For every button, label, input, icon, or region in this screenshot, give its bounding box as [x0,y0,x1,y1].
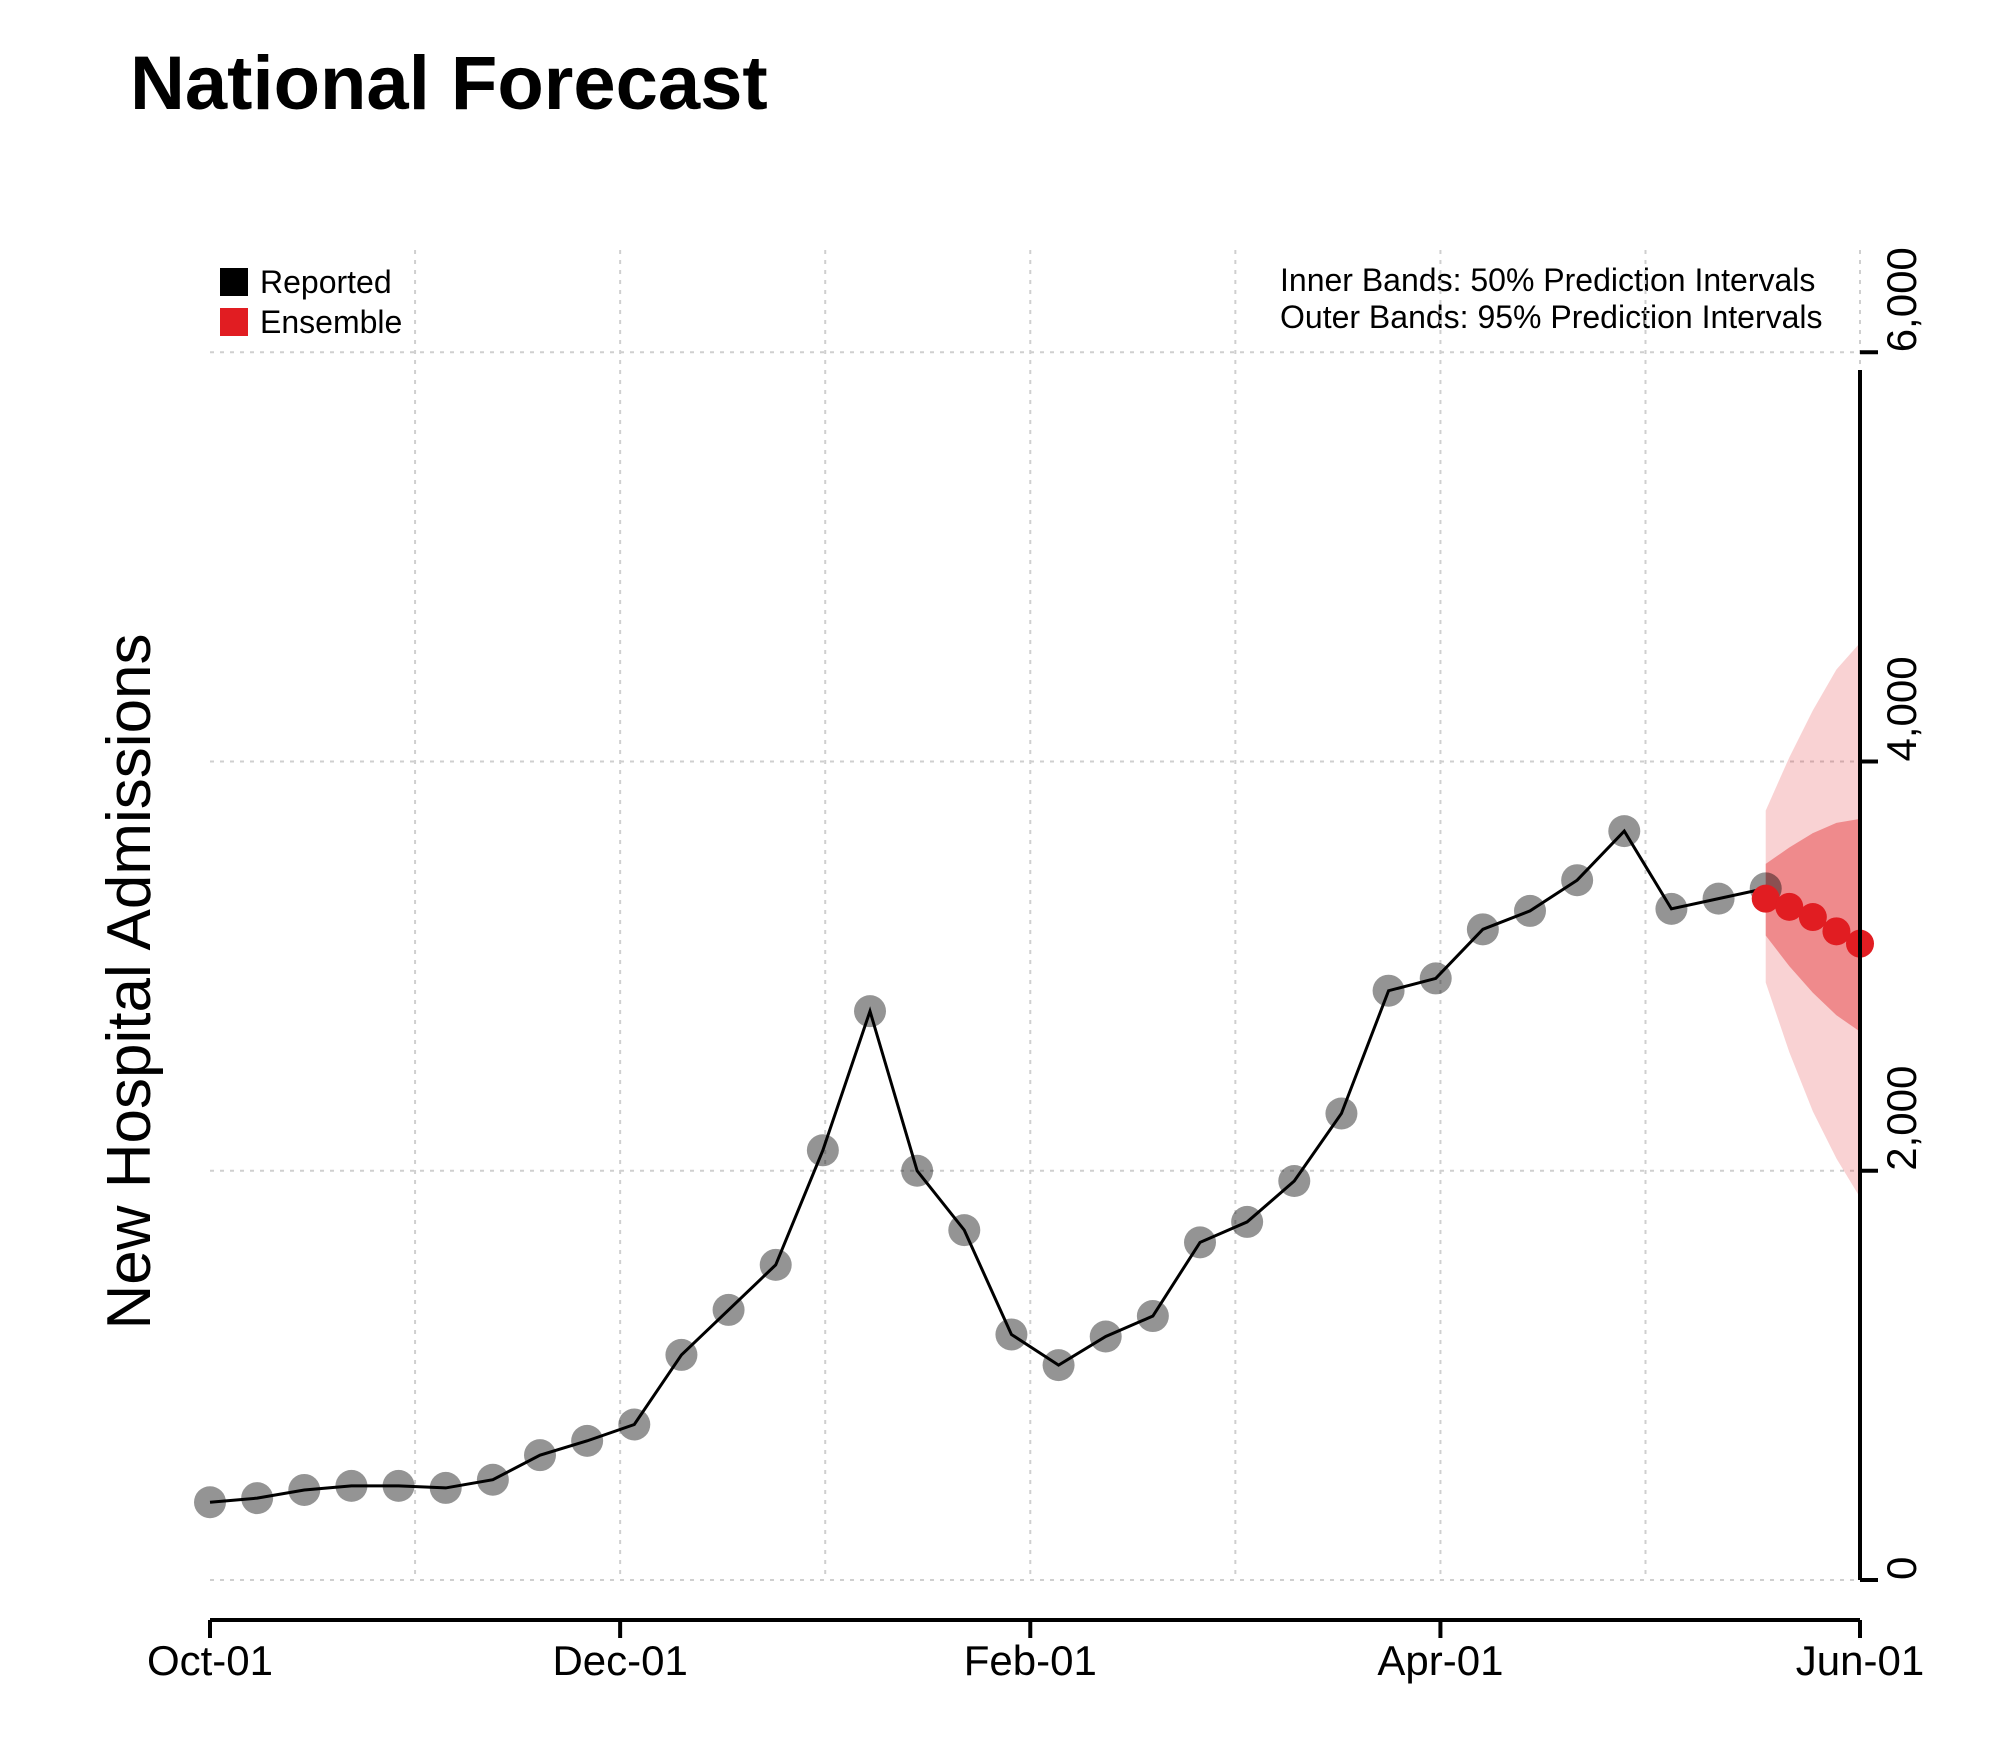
reported-point [618,1408,650,1440]
x-tick-label: Dec-01 [552,1637,687,1684]
reported-point [241,1482,273,1514]
x-tick-label: Apr-01 [1377,1637,1503,1684]
reported-point [477,1464,509,1496]
reported-point [335,1470,367,1502]
reported-point [854,995,886,1027]
reported-point [807,1134,839,1166]
reported-point [1703,883,1735,915]
reported-point [1184,1226,1216,1258]
y-axis-title: New Hospital Admissions [95,633,164,1329]
reported-point [1325,1097,1357,1129]
chart-plot: Oct-01 Dec-01 Feb-01 Apr-01 Jun-01 0 2,000 4,00… [0,0,2000,1750]
y-tick-label: 0 [1878,1557,1925,1580]
reported-point [1090,1321,1122,1353]
gridlines [210,250,1860,1580]
reported-point [1043,1349,1075,1381]
reported-point [1278,1165,1310,1197]
y-tick-label: 4,000 [1878,656,1925,761]
x-tick-label: Jun-01 [1796,1637,1924,1684]
reported-point [713,1294,745,1326]
x-tick-label: Oct-01 [147,1637,273,1684]
reported-point [760,1249,792,1281]
reported-point [383,1470,415,1502]
reported-point [1373,975,1405,1007]
y-tick-label: 6,000 [1878,247,1925,352]
reported-point [948,1214,980,1246]
reported-line [210,831,1766,1502]
reported-point [288,1474,320,1506]
reported-point [901,1155,933,1187]
reported-point [430,1472,462,1504]
reported-point [1467,913,1499,945]
reported-point [1655,893,1687,925]
reported-point [665,1339,697,1371]
reported-point [1608,815,1640,847]
reported-point [1514,895,1546,927]
reported-point [571,1425,603,1457]
reported-point [1561,864,1593,896]
chart-stage: National Forecast ReportedEnsemble Inner… [0,0,2000,1750]
y-tick-label: 2,000 [1878,1066,1925,1171]
reported-point [524,1439,556,1471]
reported-point [1420,962,1452,994]
reported-point [1231,1206,1263,1238]
reported-series [194,815,1782,1518]
reported-point [995,1318,1027,1350]
reported-point [1137,1300,1169,1332]
reported-point [194,1486,226,1518]
axes: Oct-01 Dec-01 Feb-01 Apr-01 Jun-01 0 2,000 4,00… [147,247,1925,1684]
x-tick-label: Feb-01 [964,1637,1097,1684]
y-axis-title-text: New Hospital Admissions [95,633,164,1329]
ensemble-point [1799,903,1827,931]
